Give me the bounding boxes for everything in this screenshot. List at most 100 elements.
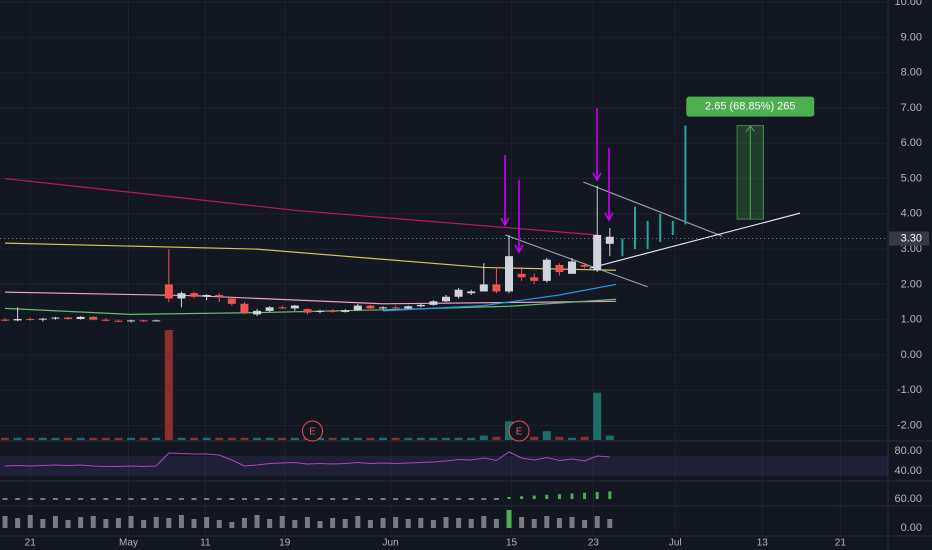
- histogram-bar: [405, 519, 411, 528]
- histogram-bar: [317, 521, 323, 528]
- volume-bar: [492, 436, 501, 440]
- volume-bar: [38, 437, 47, 440]
- indicator-bar: [367, 497, 373, 500]
- histogram-bar: [27, 515, 33, 528]
- histogram-bar: [607, 519, 613, 528]
- indicator-bar: [570, 493, 574, 500]
- candle-body: [290, 305, 299, 309]
- volume-bar: [127, 437, 136, 440]
- histogram-bar: [304, 517, 310, 528]
- last-price-label: 3.30: [901, 232, 922, 244]
- y-tick-label: 1.00: [901, 314, 922, 326]
- indicator-bar: [78, 497, 84, 500]
- histogram-bar: [443, 517, 449, 528]
- histogram-bar: [153, 517, 159, 528]
- x-tick-label: 21: [835, 538, 847, 549]
- event-label: E: [309, 427, 316, 438]
- candle-body: [416, 304, 425, 307]
- volume-bar: [416, 437, 425, 440]
- candle-body: [391, 307, 400, 309]
- trend-line: [583, 181, 723, 237]
- candle-body: [101, 319, 110, 321]
- candle-body: [442, 296, 451, 302]
- histogram-bar: [380, 518, 386, 528]
- candle-body: [316, 310, 325, 312]
- indicator-bar: [557, 494, 561, 500]
- volume-bar: [177, 437, 186, 440]
- volume-bar: [227, 437, 236, 440]
- candle-body: [1, 319, 10, 321]
- candle-body: [139, 320, 148, 322]
- arrow: [500, 155, 510, 227]
- indicator-bar: [608, 491, 612, 500]
- candle-body: [190, 293, 199, 297]
- candle-body: [353, 305, 362, 311]
- histogram-bar: [241, 518, 247, 528]
- candle-body: [328, 310, 337, 312]
- indicator-bar: [279, 497, 285, 500]
- volume-bar: [64, 437, 73, 440]
- y-tick-label: 10.00: [894, 0, 922, 8]
- volume-bar: [580, 436, 589, 440]
- candle-body: [429, 301, 438, 305]
- histogram-bar: [481, 516, 487, 528]
- y-tick-label: 0.00: [901, 349, 922, 361]
- histogram-bar: [216, 520, 222, 528]
- x-tick-label: May: [119, 538, 138, 549]
- volume-bar: [76, 437, 85, 440]
- candle-body: [404, 306, 413, 309]
- candle-body: [13, 318, 22, 321]
- indicator-bar: [103, 497, 109, 500]
- histogram-bar: [544, 516, 550, 528]
- indicator-bar: [90, 497, 96, 500]
- indicator-bar: [65, 497, 71, 500]
- volume-bar: [593, 392, 602, 440]
- indicator-bar: [27, 497, 33, 500]
- volume-bar: [278, 437, 287, 440]
- indicator-bar: [443, 497, 449, 500]
- histogram-bar: [90, 516, 96, 528]
- candle-body: [530, 277, 539, 281]
- candle-body: [467, 291, 476, 294]
- indicator-bar: [532, 495, 536, 500]
- histogram-bar: [531, 519, 537, 528]
- annotation-arrows: [500, 108, 614, 254]
- histogram-bar: [393, 517, 399, 528]
- indicator-bar: [418, 497, 424, 500]
- indicator-bar: [178, 497, 184, 500]
- indicator-bar: [115, 497, 121, 500]
- y-tick-label: 8.00: [901, 67, 922, 79]
- indicator-bar: [342, 497, 348, 500]
- indicator-bar: [330, 497, 336, 500]
- event-label: E: [516, 427, 523, 438]
- volume-bar: [114, 437, 123, 440]
- histogram-bar: [229, 522, 235, 528]
- histogram-bar: [506, 510, 512, 528]
- volume-bar: [341, 437, 350, 440]
- indicator-bar: [355, 497, 361, 500]
- rsi-tick-label: 40.00: [894, 465, 922, 477]
- indicator-bar: [241, 497, 247, 500]
- volume-bar: [1, 437, 10, 440]
- indicator-bar: [595, 492, 599, 500]
- candle-body: [152, 320, 161, 322]
- histogram-bar: [355, 516, 361, 528]
- histogram-bar: [128, 516, 134, 528]
- candle-body: [202, 294, 211, 297]
- candle-body: [164, 284, 173, 299]
- indicator-bar: [2, 497, 8, 500]
- histogram-bar: [330, 518, 336, 528]
- indicator-bar: [153, 497, 159, 500]
- indicator-bar: [507, 496, 511, 500]
- measure-arrow: [745, 124, 755, 220]
- candle-body: [51, 317, 60, 319]
- histogram-bar: [582, 520, 588, 528]
- histogram-bar: [78, 517, 84, 528]
- histogram-bar: [468, 519, 474, 528]
- measure-label-box: [686, 96, 815, 117]
- volume-bar: [139, 437, 148, 440]
- candle-body: [127, 320, 136, 322]
- histogram-bar: [103, 519, 109, 528]
- x-tick-label: 19: [279, 538, 291, 549]
